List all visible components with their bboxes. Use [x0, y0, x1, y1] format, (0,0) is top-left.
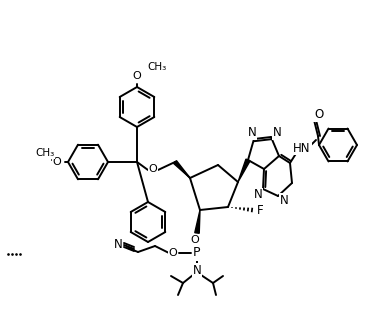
- Text: O: O: [133, 71, 141, 81]
- Text: N: N: [253, 188, 262, 202]
- Polygon shape: [238, 159, 250, 182]
- Polygon shape: [195, 210, 200, 233]
- Text: N: N: [248, 126, 256, 140]
- Polygon shape: [174, 161, 190, 178]
- Text: F: F: [256, 204, 263, 218]
- Text: N: N: [193, 264, 201, 276]
- Text: N: N: [272, 126, 281, 140]
- Text: P: P: [193, 247, 201, 259]
- Text: O: O: [191, 235, 200, 245]
- Text: O: O: [314, 109, 324, 121]
- Text: CH₃: CH₃: [147, 62, 166, 72]
- Text: N: N: [114, 239, 122, 252]
- Text: N: N: [280, 193, 288, 207]
- Text: CH₃: CH₃: [35, 148, 55, 158]
- Text: HN: HN: [293, 141, 311, 155]
- Text: O: O: [52, 157, 62, 167]
- Text: O: O: [169, 248, 177, 258]
- Text: O: O: [149, 164, 157, 174]
